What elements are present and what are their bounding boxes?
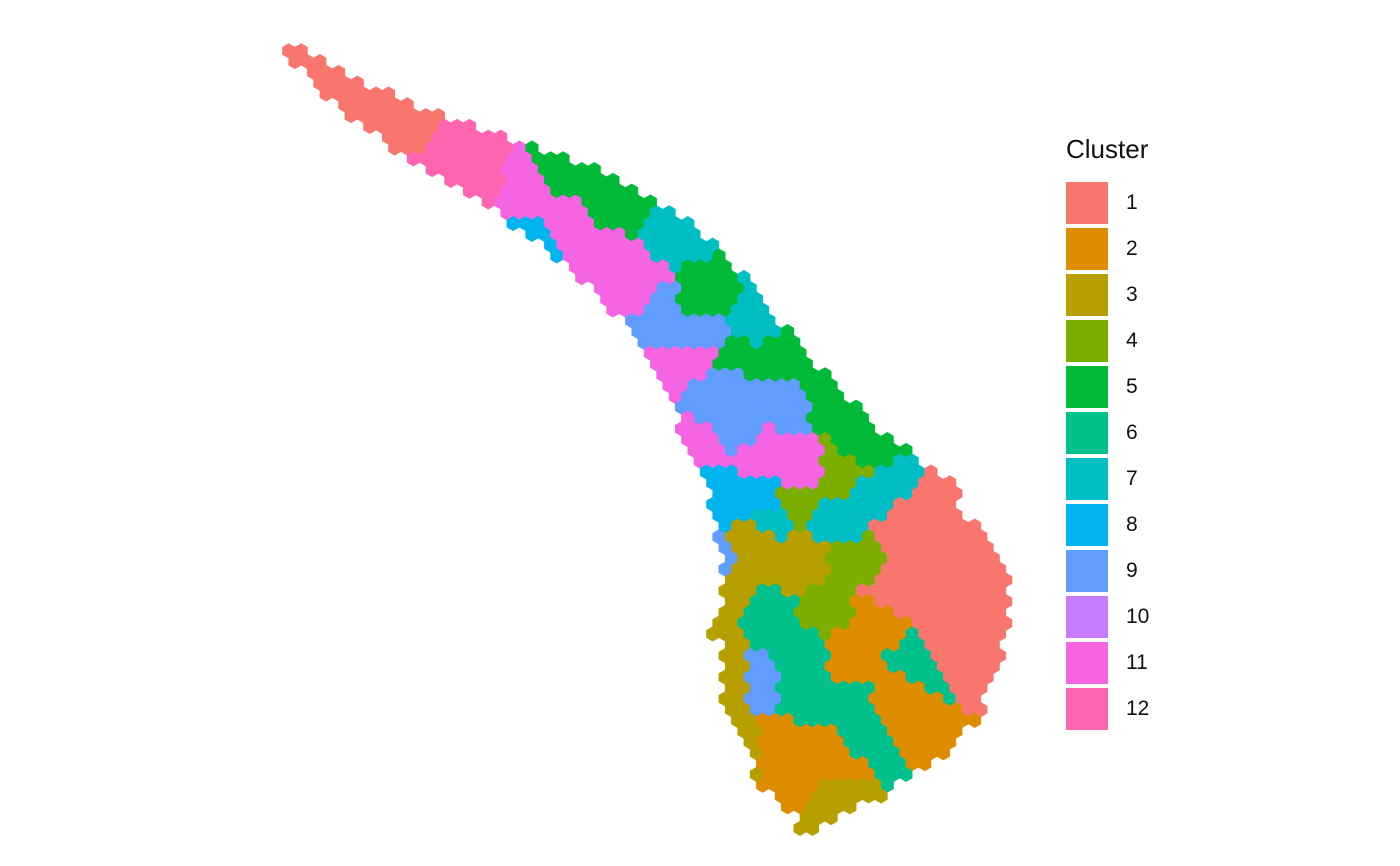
legend-item-6: 6	[1066, 410, 1149, 456]
legend-item-3: 3	[1066, 272, 1149, 318]
legend-key-5	[1066, 366, 1108, 408]
legend-item-1: 1	[1066, 180, 1149, 226]
legend-key-6	[1066, 412, 1108, 454]
legend-key-9	[1066, 550, 1108, 592]
spot-cluster-3	[805, 820, 819, 836]
legend-key-2	[1066, 228, 1108, 270]
legend-key-7	[1066, 458, 1108, 500]
legend-key-1	[1066, 182, 1108, 224]
legend-items: 1 2 3 4 5 6 7 8 9 10 11 12	[1066, 180, 1149, 732]
legend-item-9: 9	[1066, 548, 1149, 594]
legend-key-11	[1066, 642, 1108, 684]
spot-cluster-3	[874, 788, 888, 804]
legend-item-12: 12	[1066, 686, 1149, 732]
legend-key-4	[1066, 320, 1108, 362]
legend-label-2: 2	[1126, 237, 1138, 260]
legend-label-10: 10	[1126, 605, 1150, 628]
legend-item-4: 4	[1066, 318, 1149, 364]
legend-label-11: 11	[1126, 651, 1148, 674]
legend-label-1: 1	[1126, 191, 1138, 214]
legend-item-2: 2	[1066, 226, 1149, 272]
legend-item-11: 11	[1066, 640, 1149, 686]
legend-label-6: 6	[1126, 421, 1138, 444]
legend-item-5: 5	[1066, 364, 1149, 410]
spot-cluster-3	[824, 810, 838, 826]
legend-key-10	[1066, 596, 1108, 638]
cluster-legend: Cluster 1 2 3 4 5 6 7 8 9 10 11 12	[1066, 134, 1149, 732]
legend-item-7: 7	[1066, 456, 1149, 502]
legend-key-12	[1066, 688, 1108, 730]
legend-label-7: 7	[1126, 467, 1138, 490]
spot-cluster-2	[968, 712, 982, 728]
legend-label-3: 3	[1126, 283, 1138, 306]
hex-spots	[282, 43, 1013, 836]
spot-cluster-6	[899, 766, 913, 782]
spot-cluster-2	[936, 745, 950, 761]
legend-item-8: 8	[1066, 502, 1149, 548]
legend-title: Cluster	[1066, 134, 1149, 164]
spot-cluster-2	[918, 756, 932, 772]
legend-label-9: 9	[1126, 559, 1138, 582]
legend-label-12: 12	[1126, 697, 1150, 720]
legend-label-4: 4	[1126, 329, 1138, 352]
spatial-cluster-plot	[282, 43, 1013, 836]
legend-item-10: 10	[1066, 594, 1149, 640]
legend-key-8	[1066, 504, 1108, 546]
legend-label-5: 5	[1126, 375, 1138, 398]
legend-key-3	[1066, 274, 1108, 316]
legend-label-8: 8	[1126, 513, 1138, 536]
spot-cluster-3	[843, 799, 857, 815]
